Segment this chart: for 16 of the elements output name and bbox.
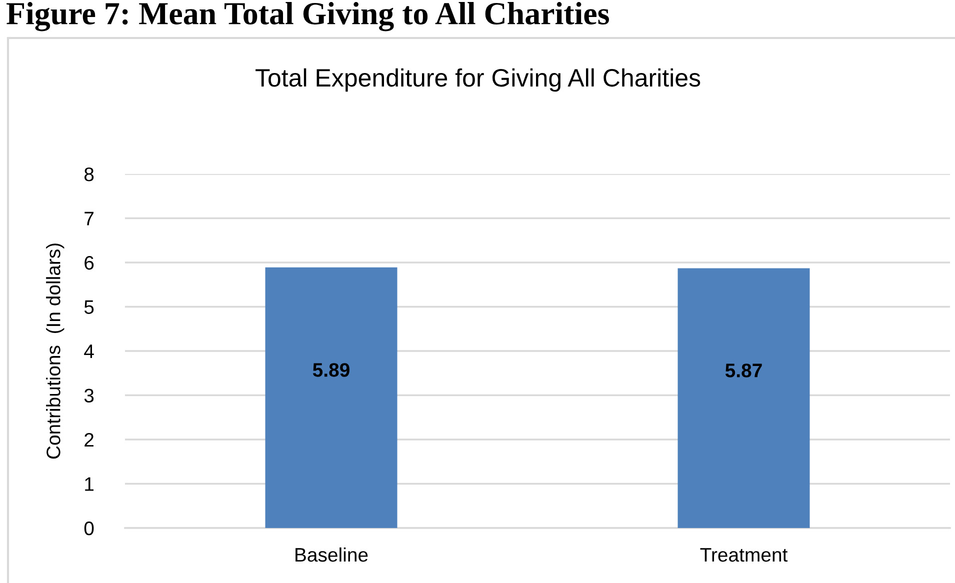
data-label: 5.87 [725, 364, 762, 378]
y-tick-label: 1 [85, 477, 94, 491]
caption: Figure 7: Mean Total Giving to All Charities [6, 2, 609, 32]
y-tick-label: 7 [84, 212, 94, 226]
data-label: 5.89 [312, 363, 350, 377]
y-tick-label: 8 [84, 167, 94, 182]
y-tick-label: 0 [84, 521, 94, 536]
y-tick-label: 5 [84, 300, 94, 314]
chart-title: Total Expenditure for Giving All Charities [256, 68, 700, 92]
y-axis-title: Contributions (In dollars) [46, 244, 64, 459]
y-tick-label: 2 [84, 432, 94, 447]
y-tick-label: 6 [84, 256, 94, 270]
y-tick-label: 4 [84, 344, 94, 358]
x-tick-label: Treatment [700, 548, 788, 562]
y-tick-label: 3 [84, 388, 94, 402]
x-tick-label: Baseline [296, 547, 368, 562]
